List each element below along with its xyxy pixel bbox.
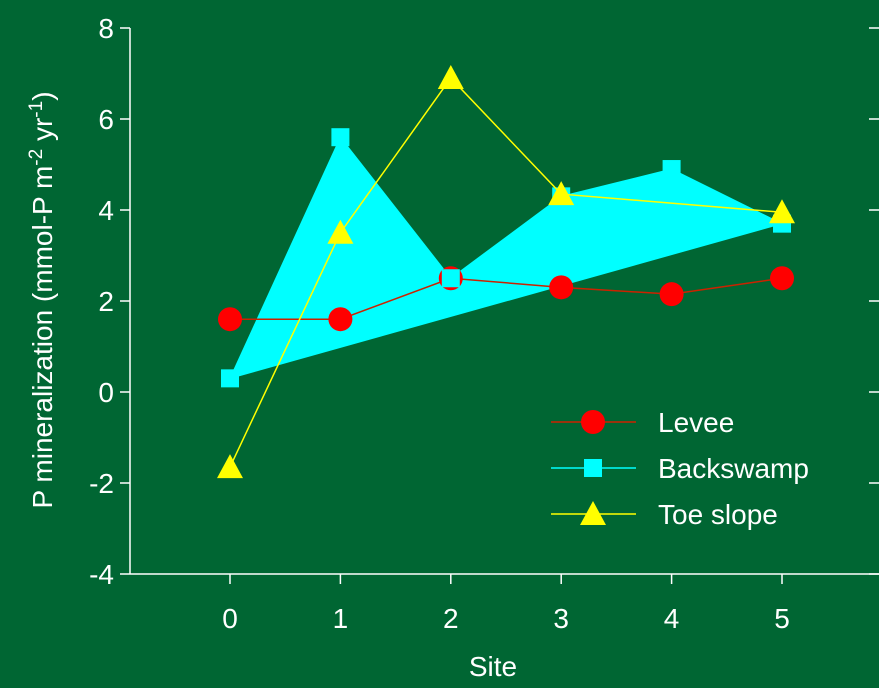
data-point-backswamp xyxy=(221,369,239,388)
data-point-toe-slope xyxy=(217,454,243,479)
y-axis-title-end: ) xyxy=(27,91,58,100)
legend-item-backswamp: Backswamp xyxy=(551,453,809,484)
y-tick-label: 6 xyxy=(98,104,114,135)
data-point-toe-slope xyxy=(437,65,464,90)
legend-item-toe-slope: Toe slope xyxy=(551,499,778,530)
legend-label: Backswamp xyxy=(658,453,809,484)
data-point-backswamp xyxy=(662,160,681,179)
x-tick-label: 4 xyxy=(664,603,680,634)
legend-marker-backswamp xyxy=(584,459,602,477)
x-tick-label: 0 xyxy=(222,603,238,634)
series-toe-slope xyxy=(217,65,795,479)
legend-item-levee: Levee xyxy=(551,407,734,438)
y-axis-title-sup1: -2 xyxy=(26,149,47,166)
y-tick-label: 2 xyxy=(98,286,114,317)
data-point-toe-slope xyxy=(769,199,795,224)
legend-marker-levee xyxy=(581,410,605,434)
y-axis-title-mid: yr xyxy=(27,118,58,149)
legend-label: Levee xyxy=(658,407,734,438)
x-tick-label: 5 xyxy=(774,603,790,634)
data-point-backswamp xyxy=(331,128,350,147)
series-line-levee xyxy=(230,277,783,320)
data-point-toe-slope xyxy=(327,219,354,244)
data-point-levee xyxy=(770,266,794,291)
y-axis-title: P mineralization (mmol-P m-2 yr-1) xyxy=(26,91,59,508)
data-point-levee xyxy=(218,307,242,332)
data-point-levee xyxy=(659,282,684,307)
legend-marker-toe-slope xyxy=(580,501,606,525)
y-tick-label: 0 xyxy=(98,377,114,408)
y-tick-label: -4 xyxy=(89,559,114,590)
y-axis-title-sup2: -1 xyxy=(26,101,47,118)
data-point-levee xyxy=(328,307,353,332)
x-tick-label: 2 xyxy=(443,603,459,634)
x-axis-title: Site xyxy=(469,651,517,682)
backswamp-area xyxy=(229,136,784,380)
y-tick-label: 8 xyxy=(98,13,114,44)
legend: Levee Backswamp Toe slope xyxy=(551,407,809,530)
y-tick-label: 4 xyxy=(98,195,114,226)
ticks: -4 -2 0 2 4 6 8 0 1 2 3 4 5 xyxy=(89,13,879,634)
data-point-backswamp xyxy=(441,269,460,288)
x-tick-label: 1 xyxy=(333,603,349,634)
data-point-toe-slope xyxy=(548,181,575,206)
series xyxy=(217,65,795,479)
x-tick-label: 3 xyxy=(553,603,569,634)
backswamp-area-fill xyxy=(229,136,784,380)
y-axis-title-main: P mineralization (mmol-P m xyxy=(27,166,58,509)
y-tick-label: -2 xyxy=(89,468,114,499)
data-point-levee xyxy=(549,275,574,300)
legend-label: Toe slope xyxy=(658,499,778,530)
series-levee xyxy=(218,266,794,332)
